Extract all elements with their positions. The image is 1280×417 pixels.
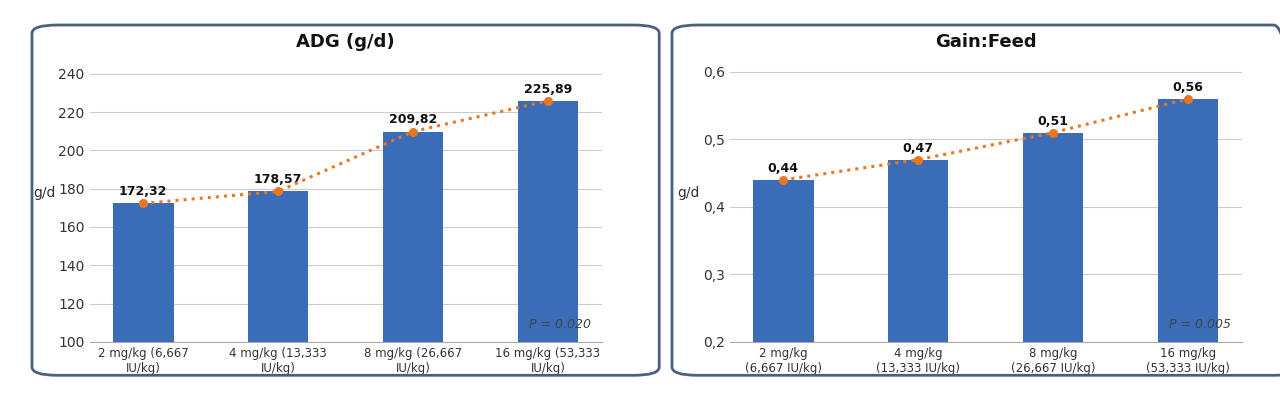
Bar <box>888 160 948 417</box>
Text: 0,47: 0,47 <box>902 141 933 155</box>
Text: 0,56: 0,56 <box>1172 81 1203 94</box>
Title: Gain:Feed: Gain:Feed <box>934 33 1037 51</box>
Text: 209,82: 209,82 <box>389 113 438 126</box>
Text: P = 0.005: P = 0.005 <box>1170 318 1231 331</box>
Text: P = 0.020: P = 0.020 <box>530 318 591 331</box>
Bar <box>113 203 174 417</box>
Bar <box>1023 133 1083 417</box>
Text: 225,89: 225,89 <box>524 83 572 95</box>
Bar <box>248 191 308 417</box>
Bar <box>383 131 443 417</box>
Text: 0,44: 0,44 <box>768 162 799 175</box>
Title: ADG (g/d): ADG (g/d) <box>296 33 396 51</box>
Bar <box>1157 99 1219 417</box>
Bar <box>517 101 579 417</box>
Bar <box>753 180 814 417</box>
Y-axis label: g/d: g/d <box>33 186 55 200</box>
Text: 0,51: 0,51 <box>1038 115 1069 128</box>
Y-axis label: g/d: g/d <box>677 186 700 200</box>
Text: 172,32: 172,32 <box>119 185 168 198</box>
Text: 178,57: 178,57 <box>253 173 302 186</box>
